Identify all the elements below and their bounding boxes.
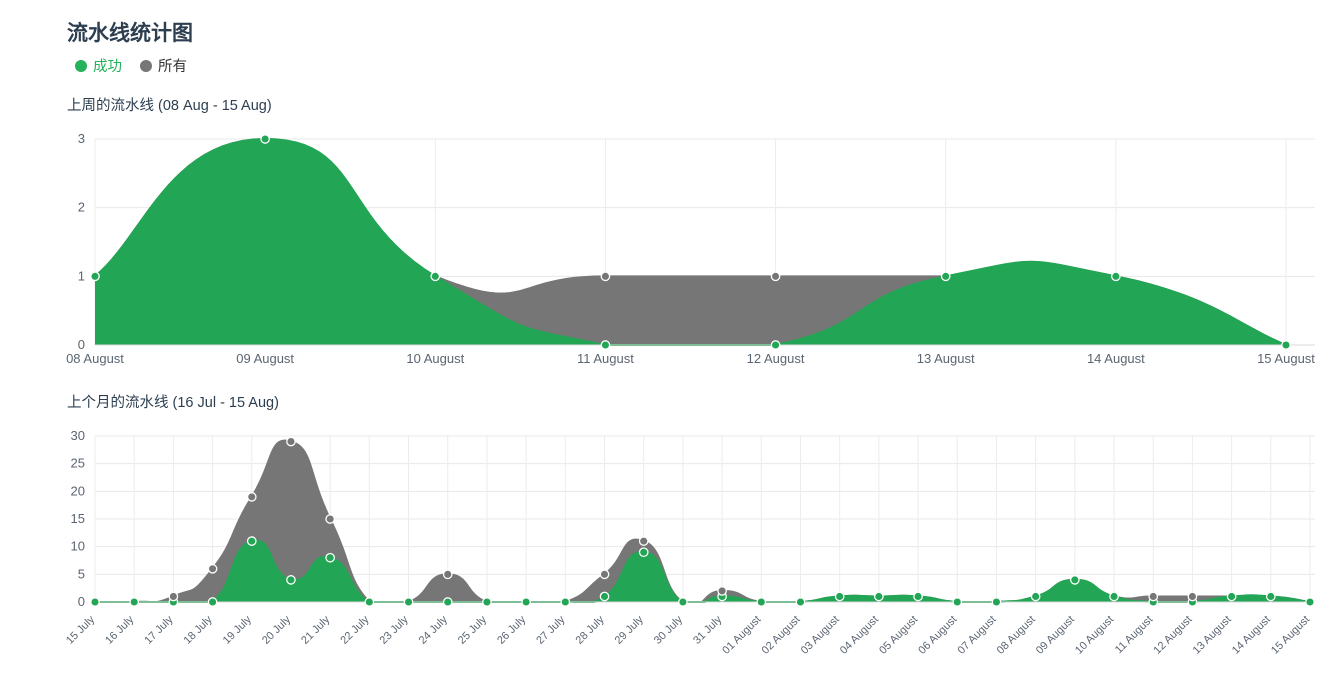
svg-text:18 July: 18 July [182, 613, 215, 646]
svg-text:19 July: 19 July [221, 613, 254, 646]
svg-text:10 August: 10 August [1073, 614, 1116, 657]
svg-text:03 August: 03 August [799, 614, 842, 657]
svg-text:07 August: 07 August [955, 614, 998, 657]
svg-text:12 August: 12 August [1151, 614, 1194, 657]
svg-text:17 July: 17 July [142, 613, 175, 646]
svg-text:10 August: 10 August [406, 351, 464, 366]
svg-text:08 August: 08 August [66, 351, 124, 366]
svg-text:25 July: 25 July [456, 613, 489, 646]
svg-text:14 August: 14 August [1087, 351, 1145, 366]
svg-text:24 July: 24 July [417, 613, 450, 646]
svg-text:11 August: 11 August [1113, 614, 1156, 657]
svg-text:16 July: 16 July [103, 613, 136, 646]
svg-text:15 August: 15 August [1257, 351, 1315, 366]
svg-text:08 August: 08 August [995, 614, 1038, 657]
svg-text:21 July: 21 July [299, 613, 332, 646]
svg-text:26 July: 26 July [495, 613, 528, 646]
svg-text:06 August: 06 August [916, 614, 959, 657]
svg-text:02 August: 02 August [760, 614, 803, 657]
svg-text:13 August: 13 August [1191, 614, 1234, 657]
svg-text:15 August: 15 August [1269, 614, 1312, 657]
svg-text:29 July: 29 July [613, 613, 646, 646]
svg-text:31 July: 31 July [691, 613, 724, 646]
svg-text:25: 25 [71, 456, 85, 471]
svg-text:09 August: 09 August [236, 351, 294, 366]
svg-text:0: 0 [78, 594, 85, 609]
svg-text:27 July: 27 July [534, 613, 567, 646]
svg-text:22 July: 22 July [338, 613, 371, 646]
svg-text:15 July: 15 July [64, 613, 97, 646]
svg-text:2: 2 [78, 200, 85, 215]
svg-text:23 July: 23 July [378, 613, 411, 646]
svg-text:12 August: 12 August [747, 351, 805, 366]
svg-text:13 August: 13 August [917, 351, 975, 366]
svg-text:09 August: 09 August [1034, 614, 1077, 657]
svg-text:20: 20 [71, 483, 85, 498]
svg-text:5: 5 [78, 566, 85, 581]
svg-text:0: 0 [78, 337, 85, 352]
svg-text:14 August: 14 August [1230, 614, 1273, 657]
svg-text:05 August: 05 August [877, 614, 920, 657]
svg-text:28 July: 28 July [574, 613, 607, 646]
svg-text:30: 30 [71, 428, 85, 443]
svg-text:04 August: 04 August [838, 614, 881, 657]
svg-text:20 July: 20 July [260, 613, 293, 646]
svg-text:15: 15 [71, 511, 85, 526]
svg-text:11 August: 11 August [577, 351, 634, 366]
svg-text:1: 1 [78, 268, 85, 283]
svg-text:30 July: 30 July [652, 613, 685, 646]
svg-text:3: 3 [78, 131, 85, 146]
svg-text:10: 10 [71, 539, 85, 554]
svg-text:01 August: 01 August [720, 614, 763, 657]
